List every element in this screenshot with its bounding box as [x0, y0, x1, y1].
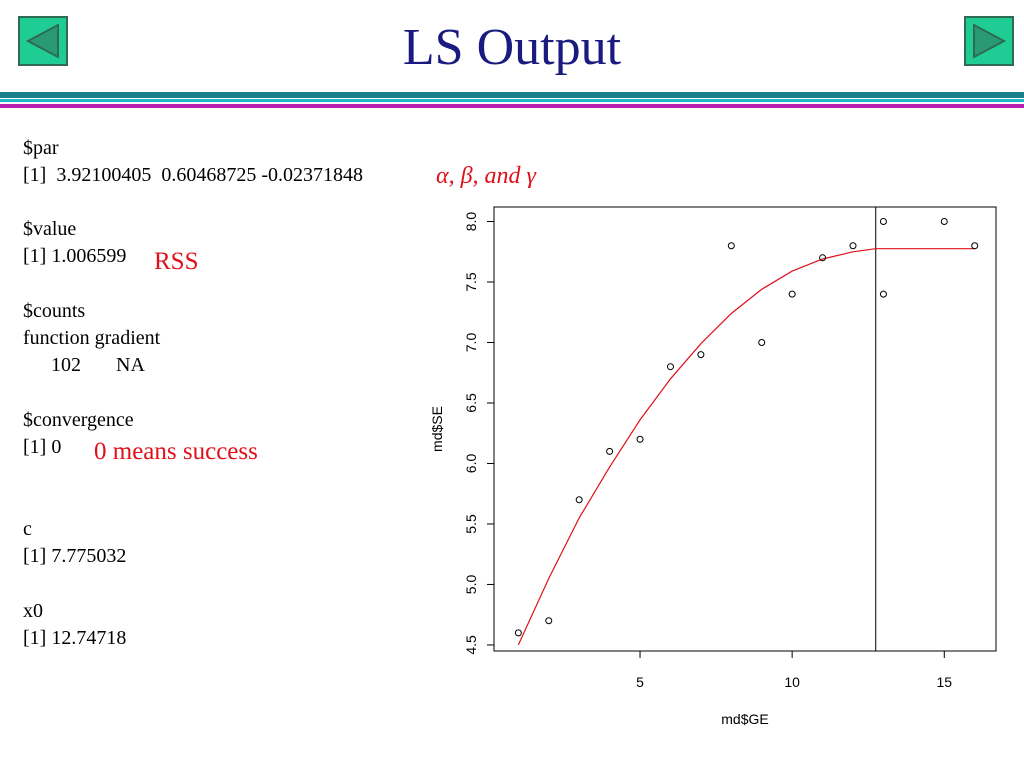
y-tick-label: 7.0 — [463, 333, 479, 353]
plot-frame — [493, 206, 997, 652]
y-axis-label: md$SE — [429, 406, 445, 452]
title-divider-thin — [0, 99, 1024, 102]
x-tick-label: 10 — [784, 674, 800, 690]
rss-annotation: RSS — [154, 248, 199, 275]
y-tick-label: 6.0 — [463, 454, 479, 474]
next-slide-button[interactable] — [964, 16, 1014, 66]
params-annotation: α, β, and γ — [436, 163, 537, 189]
data-point — [636, 435, 644, 443]
title-divider — [0, 92, 1024, 98]
data-point — [879, 218, 887, 226]
c-header: c — [23, 518, 32, 540]
fitted-curve — [517, 248, 975, 646]
data-point — [758, 338, 766, 346]
par-header: $par — [23, 137, 59, 159]
previous-slide-button[interactable] — [18, 16, 68, 66]
data-point — [971, 242, 979, 250]
y-tick-label: 5.0 — [463, 575, 479, 595]
title-divider-accent — [0, 104, 1024, 108]
counts-labels: function gradient — [23, 327, 161, 349]
triangle-right-icon — [973, 23, 1007, 59]
y-tick-label: 7.5 — [463, 272, 479, 292]
x-axis-label: md$GE — [721, 711, 768, 727]
convergence-annotation: 0 means success — [94, 438, 258, 465]
x0-header: x0 — [23, 600, 43, 622]
data-point — [879, 290, 887, 298]
x-tick-label: 15 — [936, 674, 952, 690]
value-header: $value — [23, 218, 77, 240]
data-point — [788, 290, 796, 298]
par-values: [1] 3.92100405 0.60468725 -0.02371848 — [23, 164, 363, 186]
c-line: [1] 7.775032 — [23, 545, 127, 567]
value-line: [1] 1.006599 — [23, 245, 127, 267]
triangle-left-icon — [25, 23, 59, 59]
x-tick-label: 5 — [636, 674, 644, 690]
y-tick-label: 4.5 — [463, 635, 479, 655]
data-point — [819, 254, 827, 262]
data-point — [666, 363, 674, 371]
counts-values: 102 NA — [51, 354, 145, 376]
counts-header: $counts — [23, 300, 86, 322]
y-tick-label: 6.5 — [463, 393, 479, 413]
data-point — [545, 617, 553, 625]
data-point — [849, 242, 857, 250]
slide-title: LS Output — [402, 19, 622, 76]
data-point — [697, 351, 705, 359]
data-point — [575, 496, 583, 504]
data-point — [514, 629, 522, 637]
data-point — [940, 218, 948, 226]
y-tick-label: 8.0 — [463, 212, 479, 232]
data-point — [606, 447, 614, 455]
y-tick-label: 5.5 — [463, 514, 479, 534]
convergence-line: [1] 0 — [23, 436, 62, 458]
x0-line: [1] 12.74718 — [23, 627, 127, 649]
convergence-header: $convergence — [23, 409, 134, 431]
data-point — [727, 242, 735, 250]
